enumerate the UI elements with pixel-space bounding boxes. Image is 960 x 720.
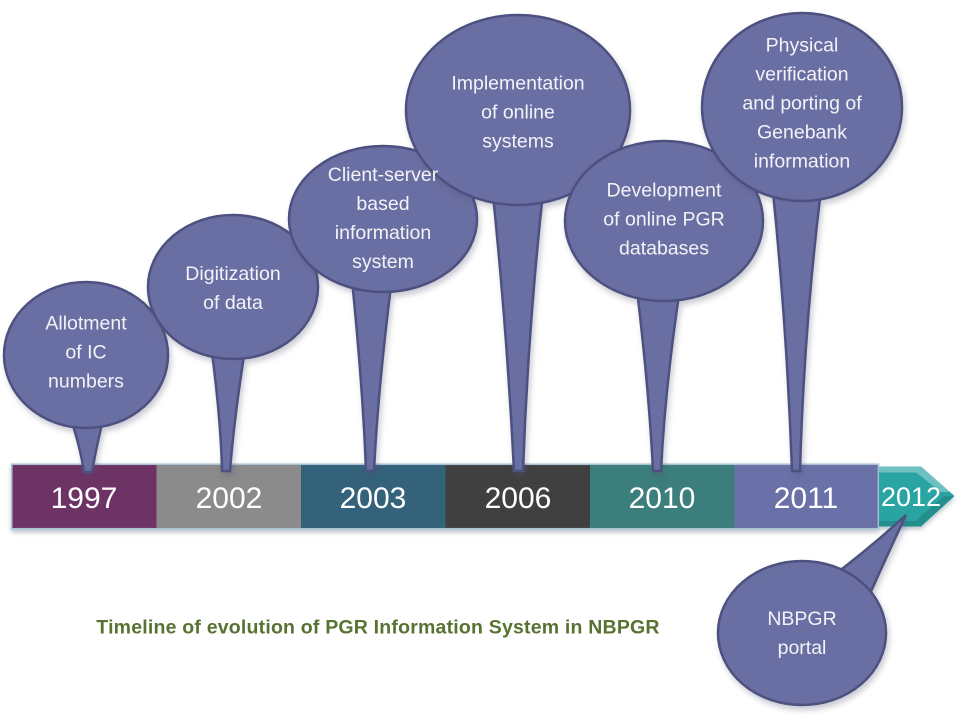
balloon-bubble — [700, 11, 904, 203]
balloon-tail — [635, 286, 682, 473]
timeline-segment-2003 — [301, 465, 446, 528]
balloon-bubble — [716, 559, 888, 707]
arrow-bottom-bevel — [879, 496, 955, 527]
balloon-label-line: of data — [203, 292, 263, 314]
balloon-label-line: Allotment — [45, 312, 127, 335]
balloon-label-digitization: Digitization of data — [185, 260, 280, 318]
balloon-label-line: system — [352, 251, 414, 273]
balloon-tail — [771, 188, 823, 473]
balloon-development-pgr-databases — [563, 139, 765, 473]
balloon-bubble — [563, 139, 765, 303]
balloon-label-line: and porting of — [742, 92, 862, 115]
balloon-digitization-of-data — [146, 213, 320, 473]
balloon-label-physical-verification: Physical verification and porting of Gen… — [742, 32, 861, 177]
balloon-physical-verification-genebank — [700, 11, 904, 473]
balloon-allotment-ic-numbers — [2, 280, 170, 474]
year-label-2012: 2012 — [881, 482, 941, 512]
timeline-segment-2010 — [590, 465, 735, 528]
balloon-label-line: based — [356, 193, 410, 215]
balloon-label-line: information — [753, 150, 851, 173]
balloon-bubble — [2, 280, 170, 430]
caption: Timeline of evolution of PGR Information… — [96, 616, 660, 639]
balloon-label-line: databases — [619, 237, 709, 260]
balloon-label-line: of online — [481, 101, 555, 124]
balloon-label-client-server: Client-server based information system — [328, 161, 439, 277]
balloon-label-line: Genebank — [756, 121, 847, 144]
balloon-label-line: information — [334, 222, 432, 244]
year-label-2002: 2002 — [196, 482, 263, 515]
balloon-label-development: Development of online PGR databases — [603, 177, 724, 264]
timeline-bar: 1997 2002 2003 2006 2010 2011 2012 — [10, 463, 955, 530]
year-label-2011: 2011 — [774, 482, 839, 515]
year-label-2006: 2006 — [485, 482, 552, 515]
balloon-label-line: numbers — [48, 370, 124, 393]
balloon-label-line: verification — [755, 63, 849, 86]
balloon-nbpgr-portal — [716, 514, 908, 707]
balloon-tail — [350, 276, 394, 473]
timeline-segment-2011 — [734, 465, 878, 528]
balloon-tail — [490, 181, 546, 473]
timeline-bar-outline — [10, 463, 880, 530]
timeline-segment-2006 — [445, 465, 590, 528]
balloon-label-line: Client-server — [327, 164, 439, 186]
arrow-top-bevel — [879, 466, 950, 492]
year-label-2010: 2010 — [629, 482, 696, 515]
balloon-label-nbpgr-portal: NBPGR portal — [767, 605, 836, 663]
balloon-label-line: of IC — [65, 341, 107, 364]
balloon-bubble — [404, 13, 632, 207]
balloon-label-line: of online PGR — [603, 208, 725, 231]
timeline-arrow-2012 — [879, 466, 955, 527]
balloon-label-line: NBPGR — [767, 608, 837, 630]
balloon-tail — [209, 341, 248, 473]
balloon-label-line: Implementation — [451, 72, 585, 95]
balloon-label-line: Physical — [765, 34, 839, 57]
balloon-label-line: Development — [606, 179, 722, 202]
balloon-client-server-system — [287, 144, 479, 473]
balloon-label-line: systems — [482, 130, 554, 153]
balloon-label-line: Digitization — [185, 263, 281, 285]
year-label-1997: 1997 — [51, 482, 118, 515]
timeline-segment-1997 — [12, 465, 157, 528]
balloon-label-line: portal — [777, 637, 827, 659]
balloon-label-implementation: Implementation of online systems — [451, 70, 584, 157]
balloon-bubble — [146, 213, 320, 361]
year-label-2003: 2003 — [340, 482, 407, 515]
balloon-label-allotment: Allotment of IC numbers — [45, 310, 126, 397]
balloon-implementation-online-systems — [404, 13, 632, 473]
balloon-bubble — [287, 144, 479, 294]
timeline-segment-2002 — [156, 465, 301, 528]
